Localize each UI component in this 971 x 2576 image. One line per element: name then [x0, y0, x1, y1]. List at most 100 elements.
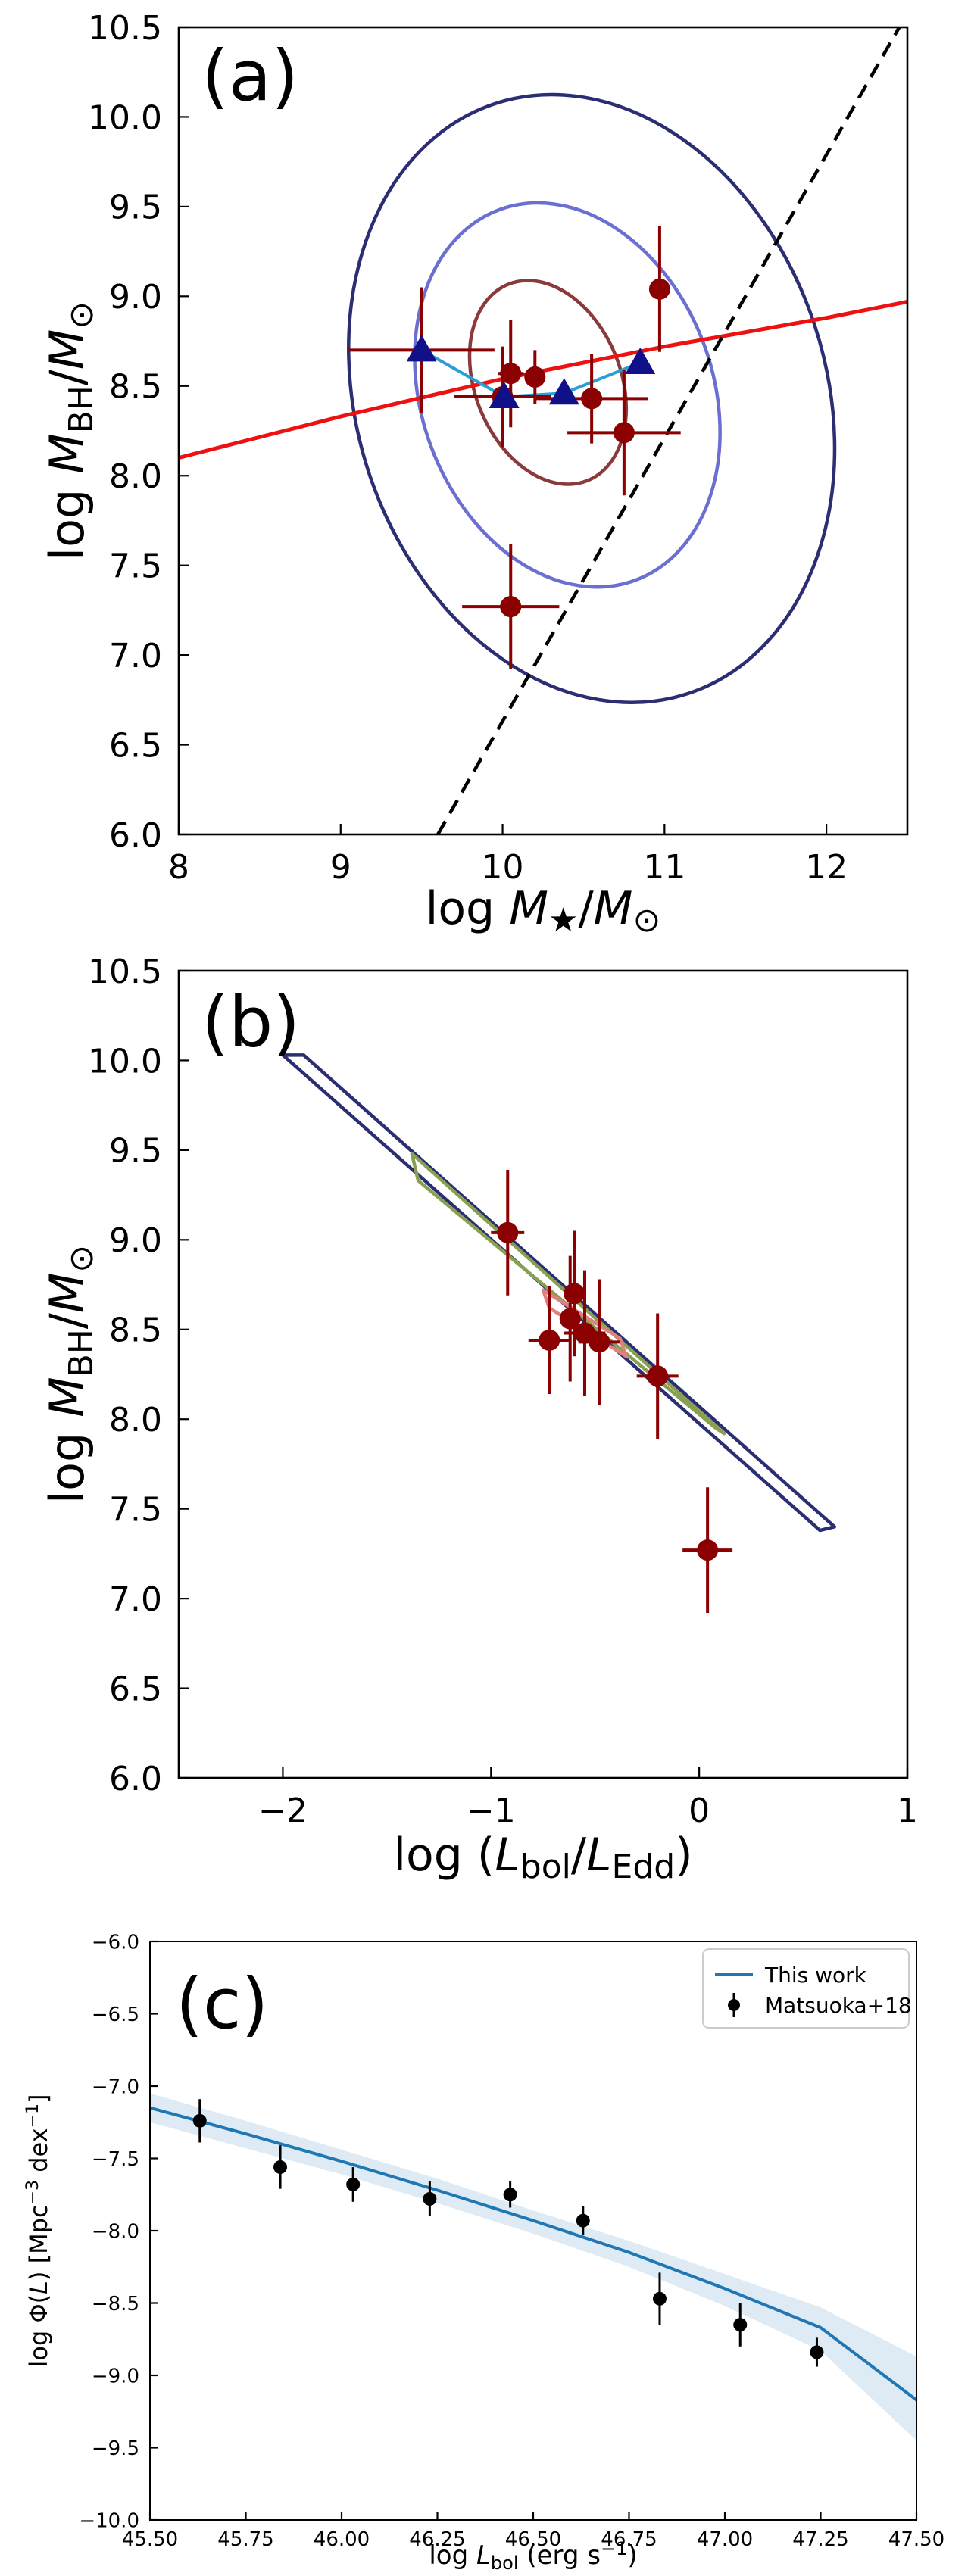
x-tick-label: 1 [897, 1792, 918, 1830]
quasars-point [564, 1283, 585, 1305]
y-tick-label: 10.0 [88, 98, 162, 137]
matsuoka-point [423, 2191, 437, 2206]
panel-c: 45.50 45.75 46.00 46.25 46.50 46.75 47.00 47.25… [23, 1931, 944, 2574]
panel-b-xlabel: log (Lbol/LEdd) [393, 1829, 692, 1886]
y-tick-label: 6.0 [109, 1760, 162, 1798]
y-tick-label: −7.0 [92, 2075, 139, 2098]
quasars-point [613, 422, 635, 444]
y-tick-label: −9.0 [92, 2365, 139, 2387]
panel-a-xlabel: log M★/M⊙ [426, 882, 661, 940]
quasars-point [500, 596, 522, 618]
quasars-point [581, 388, 603, 410]
quasars-point [697, 1539, 719, 1561]
x-tick-label: 0 [688, 1792, 710, 1830]
x-tick-label: 47.25 [792, 2528, 848, 2551]
y-tick-label: 10.5 [88, 953, 162, 991]
y-tick-label: 9.5 [109, 1132, 162, 1171]
y-tick-label: 9.5 [109, 189, 162, 227]
x-tick-label: 45.75 [217, 2528, 273, 2551]
matsuoka-point [810, 2345, 824, 2359]
quasars-point [500, 363, 522, 385]
y-tick-label: 7.0 [109, 1580, 162, 1619]
y-tick-label: −6.5 [92, 2004, 139, 2026]
x-tick-label: 8 [168, 848, 189, 887]
x-tick-label: 46.25 [409, 2528, 465, 2551]
y-tick-label: −8.0 [92, 2220, 139, 2243]
x-tick-label: 47.00 [697, 2528, 753, 2551]
matsuoka-point [503, 2188, 517, 2202]
y-tick-label: 7.5 [109, 547, 162, 586]
contour-1 [281, 1053, 837, 1533]
x-tick-label: 10 [482, 848, 524, 887]
matsuoka-point [733, 2318, 748, 2332]
contour-1 [347, 92, 837, 704]
quasars-point [647, 1365, 669, 1387]
legend: This work Matsuoka+18 [702, 1948, 912, 2029]
quasars-point [524, 366, 546, 388]
panel-c-xlabel: log Lbol (erg s−1) [429, 2538, 637, 2574]
y-tick-label: 8.5 [109, 1311, 162, 1350]
panel-a: 8 9 10 11 12 6.0 6.5 7.0 7.5 8.0 8.5 9.0 9.5 10.0 10.5… [39, 9, 909, 940]
y-tick-label: 7.0 [109, 637, 162, 675]
y-tick-label: −8.5 [92, 2293, 139, 2316]
matsuoka-point [576, 2213, 590, 2228]
panel-b: −2 −1 0 1 6.0 6.5 7.0 7.5 8.0 8.5 9.0 9.5 10.0 10.5 (… [39, 953, 918, 1886]
y-tick-label: 8.5 [109, 368, 162, 407]
y-tick-label: 9.0 [109, 1221, 162, 1260]
binned-triangle [548, 378, 579, 405]
y-tick-label: −6.0 [92, 1931, 139, 1954]
matsuoka-point [652, 2291, 667, 2306]
x-tick-label: 9 [330, 848, 351, 887]
binned-triangle [489, 381, 520, 408]
y-tick-label: 6.5 [109, 1670, 162, 1708]
quasars-point [589, 1331, 610, 1353]
legend-marker-swatch [728, 1999, 740, 2011]
panel-b-label: (b) [201, 982, 300, 1063]
contour-3 [541, 1288, 629, 1358]
quasars-point [559, 1308, 581, 1330]
matsuoka-point [346, 2177, 361, 2191]
quasars-point [648, 278, 670, 300]
x-tick-label: 45.50 [122, 2528, 178, 2551]
y-tick-label: −7.5 [92, 2148, 139, 2171]
matsuoka-point [192, 2113, 207, 2128]
dashed-local-relation-line [436, 27, 901, 834]
y-tick-label: 9.0 [109, 278, 162, 317]
panel-a-ylabel: log MBH/M⊙ [39, 301, 101, 560]
quasars-point [539, 1329, 560, 1351]
binned-triangle [406, 335, 437, 362]
x-tick-label: 11 [643, 848, 685, 887]
contour-2 [413, 201, 722, 589]
x-tick-label: 12 [805, 848, 848, 887]
panel-c-label: (c) [176, 1963, 268, 2044]
y-tick-label: 10.5 [88, 9, 162, 48]
legend-box [702, 1948, 910, 2029]
x-tick-label: −1 [467, 1792, 516, 1830]
y-tick-label: −9.5 [92, 2437, 139, 2460]
y-tick-label: 10.0 [88, 1042, 162, 1081]
quasars-point [497, 1221, 519, 1243]
red-relation-line [179, 299, 907, 460]
model-line [150, 2106, 916, 2402]
x-tick-label: 46.75 [601, 2528, 657, 2551]
panel-a-label: (a) [201, 36, 298, 117]
panel-c-ylabel: log Φ(L) [Mpc−3 dex−1] [23, 2094, 53, 2367]
y-tick-label: 8.0 [109, 457, 162, 496]
panel-b-frame [177, 969, 909, 1779]
y-tick-label: −10.0 [79, 2509, 139, 2532]
binned-triangle [625, 347, 656, 374]
legend-entry-matsuoka: Matsuoka+18 [765, 1993, 912, 2018]
panel-b-ylabel: log MBH/M⊙ [39, 1245, 101, 1504]
legend-entry-this-work: This work [764, 1963, 867, 1988]
y-tick-label: 8.0 [109, 1401, 162, 1439]
panel-a-frame [177, 26, 909, 836]
matsuoka-point [273, 2160, 288, 2174]
x-tick-label: 46.00 [314, 2528, 370, 2551]
y-tick-label: 7.5 [109, 1491, 162, 1530]
x-tick-label: 47.50 [888, 2528, 944, 2551]
x-tick-label: 46.50 [505, 2528, 561, 2551]
y-tick-label: 6.0 [109, 816, 162, 855]
x-tick-label: −2 [258, 1792, 308, 1830]
y-tick-label: 6.5 [109, 726, 162, 765]
